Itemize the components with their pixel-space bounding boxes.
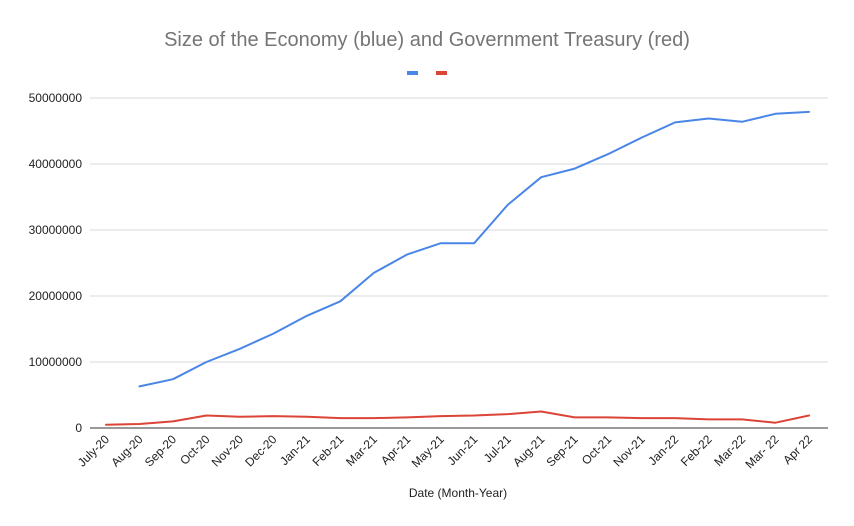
data-point (741, 418, 743, 420)
y-tick-label: 30000000 (29, 223, 83, 237)
data-point (373, 417, 375, 419)
x-tick-label: Jan-21 (277, 432, 313, 468)
data-point (272, 415, 274, 417)
data-point (574, 416, 576, 418)
data-point (138, 385, 140, 387)
y-tick-label: 40000000 (29, 157, 83, 171)
data-point (574, 168, 576, 170)
x-tick-label: Mar- 22 (743, 432, 782, 471)
x-tick-label: Aug-21 (510, 432, 547, 469)
x-tick-label: Oct-21 (579, 432, 615, 468)
x-tick-label: Sep-21 (544, 432, 581, 469)
x-tick-label: Nov-21 (610, 432, 647, 469)
x-tick-label: Jun-21 (445, 432, 481, 468)
data-point (406, 253, 408, 255)
data-point (172, 378, 174, 380)
x-tick-label: Jan-22 (645, 432, 681, 468)
data-point (708, 117, 710, 119)
data-point (607, 153, 609, 155)
data-point (708, 418, 710, 420)
x-tick-label: Apr 22 (780, 432, 815, 467)
x-tick-label: July-20 (75, 432, 112, 469)
y-axis-ticks: 0 10000000 20000000 30000000 40000000 5000000… (29, 91, 83, 435)
data-point (674, 417, 676, 419)
data-point (339, 300, 341, 302)
data-point (239, 416, 241, 418)
data-point (306, 416, 308, 418)
data-point (239, 348, 241, 350)
data-point (440, 242, 442, 244)
x-tick-label: Feb-22 (678, 432, 715, 469)
x-tick-label: Apr-21 (378, 432, 414, 468)
data-point (808, 414, 810, 416)
x-tick-label: Mar-21 (343, 432, 380, 469)
series-line-0 (138, 110, 810, 388)
x-tick-label: Mar-22 (711, 432, 748, 469)
data-point (775, 113, 777, 115)
data-point (641, 417, 643, 419)
x-tick-label: May-21 (409, 432, 447, 470)
data-point (406, 416, 408, 418)
data-point (473, 414, 475, 416)
x-tick-label: Sep-20 (142, 432, 179, 469)
x-axis-label: Date (Month-Year) (409, 486, 507, 500)
data-point (306, 315, 308, 317)
x-tick-label: Nov-20 (209, 432, 246, 469)
y-tick-label: 10000000 (29, 355, 83, 369)
data-point (205, 414, 207, 416)
series-lines (105, 110, 810, 426)
x-tick-label: Feb-21 (310, 432, 347, 469)
data-point (473, 242, 475, 244)
data-point (540, 411, 542, 413)
y-tick-label: 0 (75, 421, 82, 435)
data-point (674, 121, 676, 123)
data-point (607, 416, 609, 418)
data-point (440, 415, 442, 417)
data-point (507, 204, 509, 206)
legend-swatch (436, 71, 447, 75)
data-point (105, 424, 107, 426)
legend-swatch (407, 71, 418, 75)
data-point (138, 423, 140, 425)
data-point (339, 417, 341, 419)
data-point (540, 176, 542, 178)
x-axis-ticks: July-20Aug-20Sep-20Oct-20Nov-20Dec-20Jan… (75, 432, 815, 471)
data-point (507, 413, 509, 415)
x-tick-label: Aug-20 (108, 432, 145, 469)
data-point (775, 422, 777, 424)
y-tick-label: 50000000 (29, 91, 83, 105)
data-point (172, 420, 174, 422)
y-tick-label: 20000000 (29, 289, 83, 303)
data-point (641, 137, 643, 139)
gridlines (90, 97, 828, 429)
series-line-1 (105, 410, 810, 426)
data-point (808, 111, 810, 113)
data-point (205, 361, 207, 363)
data-point (373, 272, 375, 274)
data-point (272, 333, 274, 335)
x-tick-label: Oct-20 (177, 432, 213, 468)
x-tick-label: Jul-21 (481, 432, 514, 465)
chart-title: Size of the Economy (blue) and Governmen… (164, 29, 690, 51)
x-tick-label: Dec-20 (242, 432, 279, 469)
data-point (741, 121, 743, 123)
legend (407, 71, 447, 75)
